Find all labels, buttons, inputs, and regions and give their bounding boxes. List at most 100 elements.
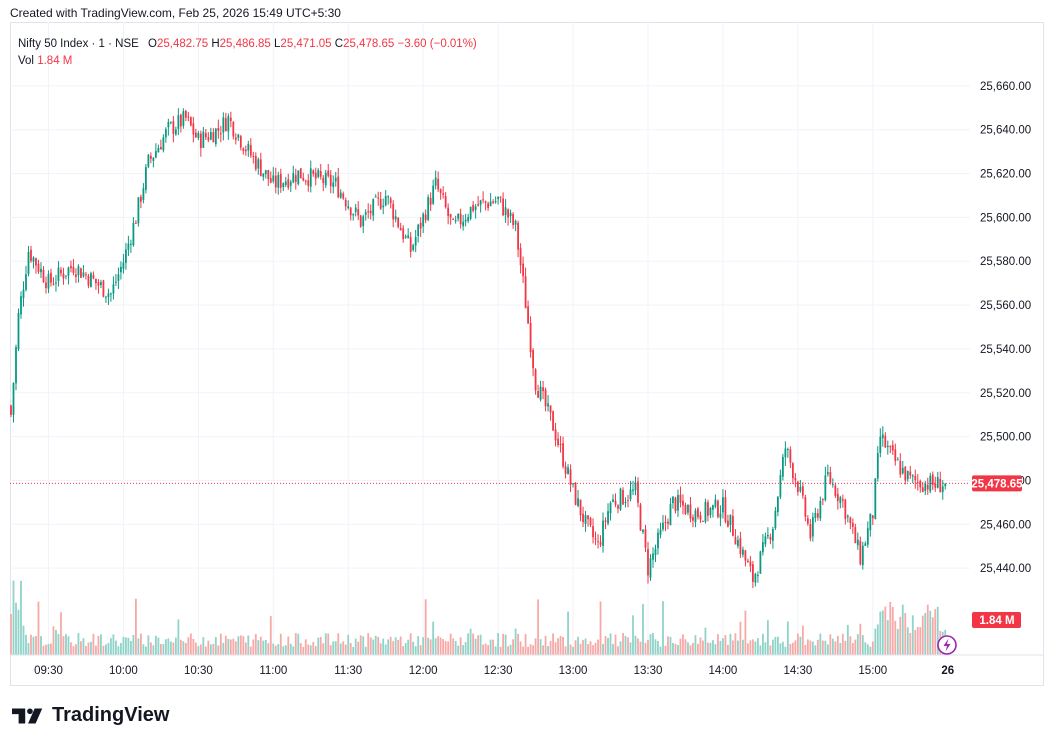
candle-body [664, 522, 667, 524]
price-tick-label: 25,460.00 [980, 519, 1031, 531]
volume-bar [309, 645, 312, 655]
candle-body [844, 499, 847, 519]
candle-body [115, 281, 117, 283]
volume-bar [851, 643, 854, 655]
candle-body [87, 275, 90, 286]
candle-body [222, 117, 225, 133]
candle-body [397, 217, 400, 227]
candle-body [184, 110, 187, 118]
volume-bar [212, 643, 215, 655]
volume-bar [399, 636, 402, 655]
volume-bar [327, 633, 330, 655]
volume-bar [397, 639, 400, 655]
candle-body [547, 403, 549, 407]
candle-body [289, 181, 292, 186]
volume-bar [866, 644, 869, 655]
candle-body [409, 237, 412, 252]
volume-bar [764, 642, 767, 655]
candle-body [159, 147, 162, 150]
lightning-icon[interactable] [937, 635, 957, 655]
candle-body [769, 536, 772, 540]
time-tick-label: 13:00 [559, 665, 588, 677]
volume-bar [237, 636, 240, 655]
volume-bar [572, 646, 574, 655]
volume-bar [717, 634, 719, 655]
candle-body [614, 500, 617, 505]
volume-bar [464, 642, 467, 655]
volume-bar [824, 640, 827, 655]
volume-bar [854, 639, 857, 655]
volume-bar [582, 639, 584, 655]
volume-bar [372, 639, 375, 655]
candle-body [429, 197, 432, 205]
volume-bar [871, 641, 874, 655]
candle-body [239, 136, 242, 148]
volume-bar [804, 644, 807, 655]
candle-body [324, 172, 327, 186]
volume-bar [587, 644, 589, 655]
volume-bar [65, 634, 67, 655]
volume-bar [459, 637, 462, 655]
candle-body [199, 133, 202, 149]
candle-body [482, 199, 485, 201]
candle-body [612, 499, 614, 502]
candle-body [332, 182, 335, 187]
volume-bar [896, 628, 899, 655]
candle-body [552, 411, 554, 431]
candle-body [712, 505, 714, 510]
volume-bar [727, 644, 729, 655]
volume-bar [314, 646, 317, 655]
volume-bar [17, 609, 20, 655]
volume-bar [784, 646, 787, 655]
volume-bar [786, 621, 789, 655]
volume-bar [10, 614, 12, 655]
candle-body [544, 389, 547, 407]
candle-body [267, 169, 270, 180]
volume-bar [894, 620, 897, 655]
volume-bar [667, 636, 669, 655]
volume-bar [132, 634, 135, 655]
volume-bar [117, 646, 120, 655]
volume-bar [849, 636, 852, 655]
candle-body [342, 193, 345, 199]
candle-body [662, 522, 664, 530]
volume-bar [589, 641, 592, 655]
candle-body [194, 132, 197, 138]
volume-bar [846, 624, 849, 655]
candle-body [814, 512, 817, 518]
candle-body [110, 293, 112, 295]
volume-bar [42, 645, 45, 655]
volume-bar [80, 641, 82, 655]
volume-bar [554, 642, 557, 655]
volume-bar [394, 637, 397, 655]
volume-bar [761, 633, 764, 655]
volume-bar [97, 636, 100, 655]
candle-body [22, 289, 25, 299]
volume-bar [569, 644, 572, 655]
candle-body [284, 181, 287, 185]
volume-bar [781, 641, 784, 655]
volume-bar [579, 643, 582, 655]
tradingview-brand[interactable]: TradingView [12, 704, 169, 727]
volume-bar [354, 638, 357, 655]
volume-bar [102, 645, 105, 655]
volume-bar [427, 637, 430, 655]
candle-body [534, 369, 537, 391]
volume-bar [926, 604, 929, 655]
volume-bar [889, 601, 892, 655]
candlestick-chart[interactable]: 25,440.0025,460.0025,480.0025,500.0025,5… [10, 22, 1044, 686]
volume-bar [547, 646, 549, 655]
volume-bar [419, 645, 422, 655]
volume-bar [137, 638, 140, 655]
candle-body [734, 537, 737, 545]
volume-bar [801, 625, 804, 655]
candle-body [337, 176, 340, 198]
candle-body [47, 274, 50, 289]
candle-body [127, 243, 130, 250]
volume-bar [209, 644, 212, 655]
volume-bar [747, 643, 749, 655]
candle-body [579, 499, 582, 516]
candle-body [382, 205, 385, 208]
volume-bar [821, 640, 824, 655]
candle-body [707, 502, 709, 516]
